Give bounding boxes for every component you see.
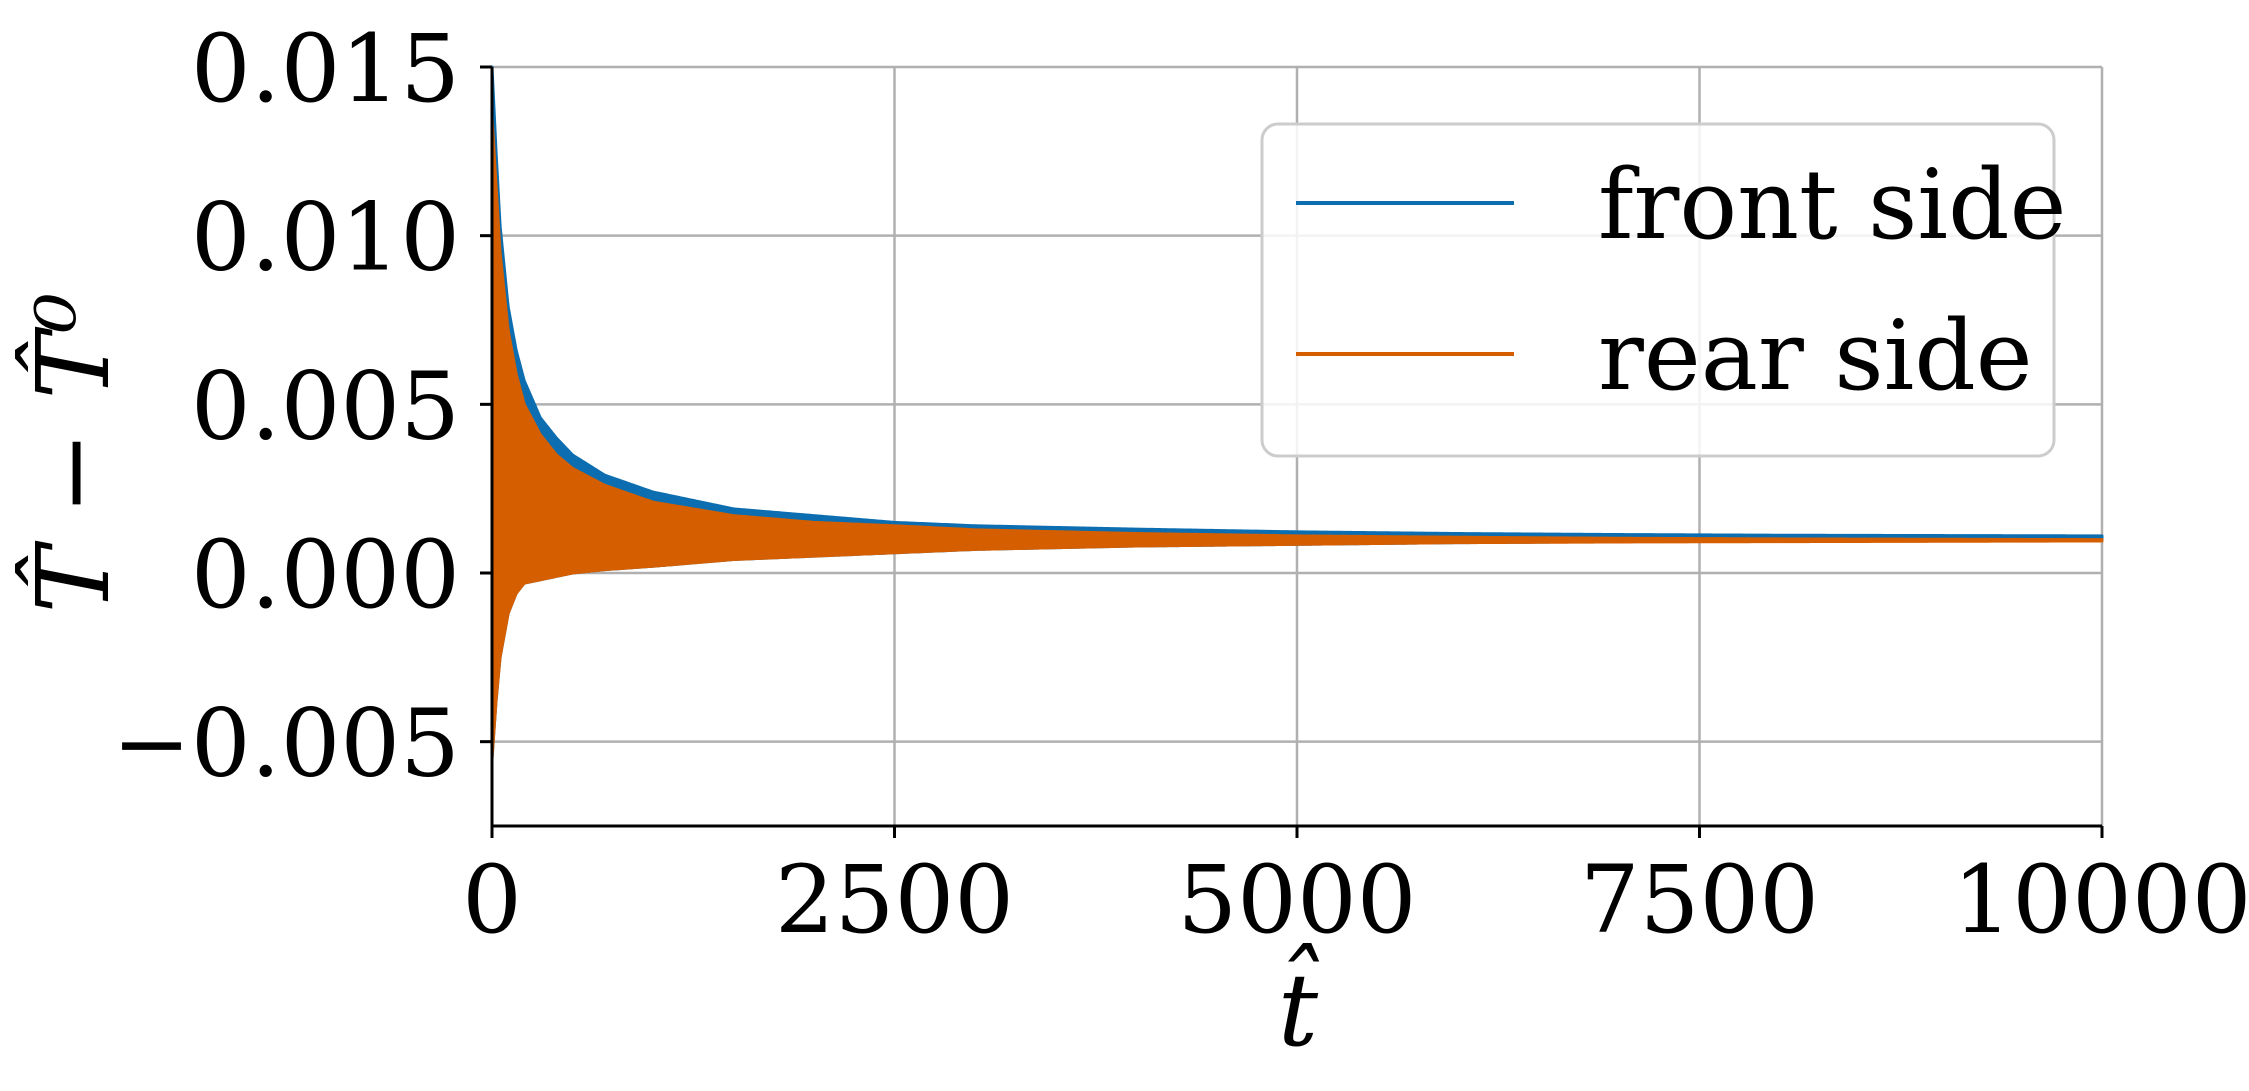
- legend-frame: [1260, 122, 2056, 458]
- axis-labels: t̂ T̂ − T̂⁰: [15, 293, 1320, 1069]
- series-rear-side: [490, 116, 2104, 761]
- series-layer: [490, 65, 2104, 761]
- x-tick-label-1: 2500: [775, 846, 1014, 955]
- legend: front side rear side: [1260, 122, 2066, 458]
- x-tick-label-3: 7500: [1580, 846, 1819, 955]
- legend-label-front-side: front side: [1598, 149, 2066, 261]
- y-axis-label: T̂ − T̂⁰: [15, 293, 132, 614]
- y-tick-label-3: 0.000: [191, 521, 460, 630]
- x-tick-label-0: 0: [462, 846, 522, 955]
- legend-label-rear-side: rear side: [1598, 300, 2033, 412]
- x-axis-label: t̂: [1278, 943, 1320, 1069]
- x-tick-label-2: 5000: [1177, 846, 1416, 955]
- tick-labels: 0 2500 5000 7500 10000 0.015 0.010 0.005 0.000 −0…: [112, 15, 2249, 955]
- y-tick-label-4: −0.005: [112, 690, 460, 799]
- y-tick-label-2: 0.005: [191, 352, 460, 461]
- y-tick-label-1: 0.010: [191, 184, 460, 293]
- y-tick-label-0: 0.015: [191, 15, 460, 124]
- axes: [480, 65, 2104, 838]
- x-tick-label-4: 10000: [1952, 846, 2249, 955]
- series-band-1: [490, 116, 2104, 761]
